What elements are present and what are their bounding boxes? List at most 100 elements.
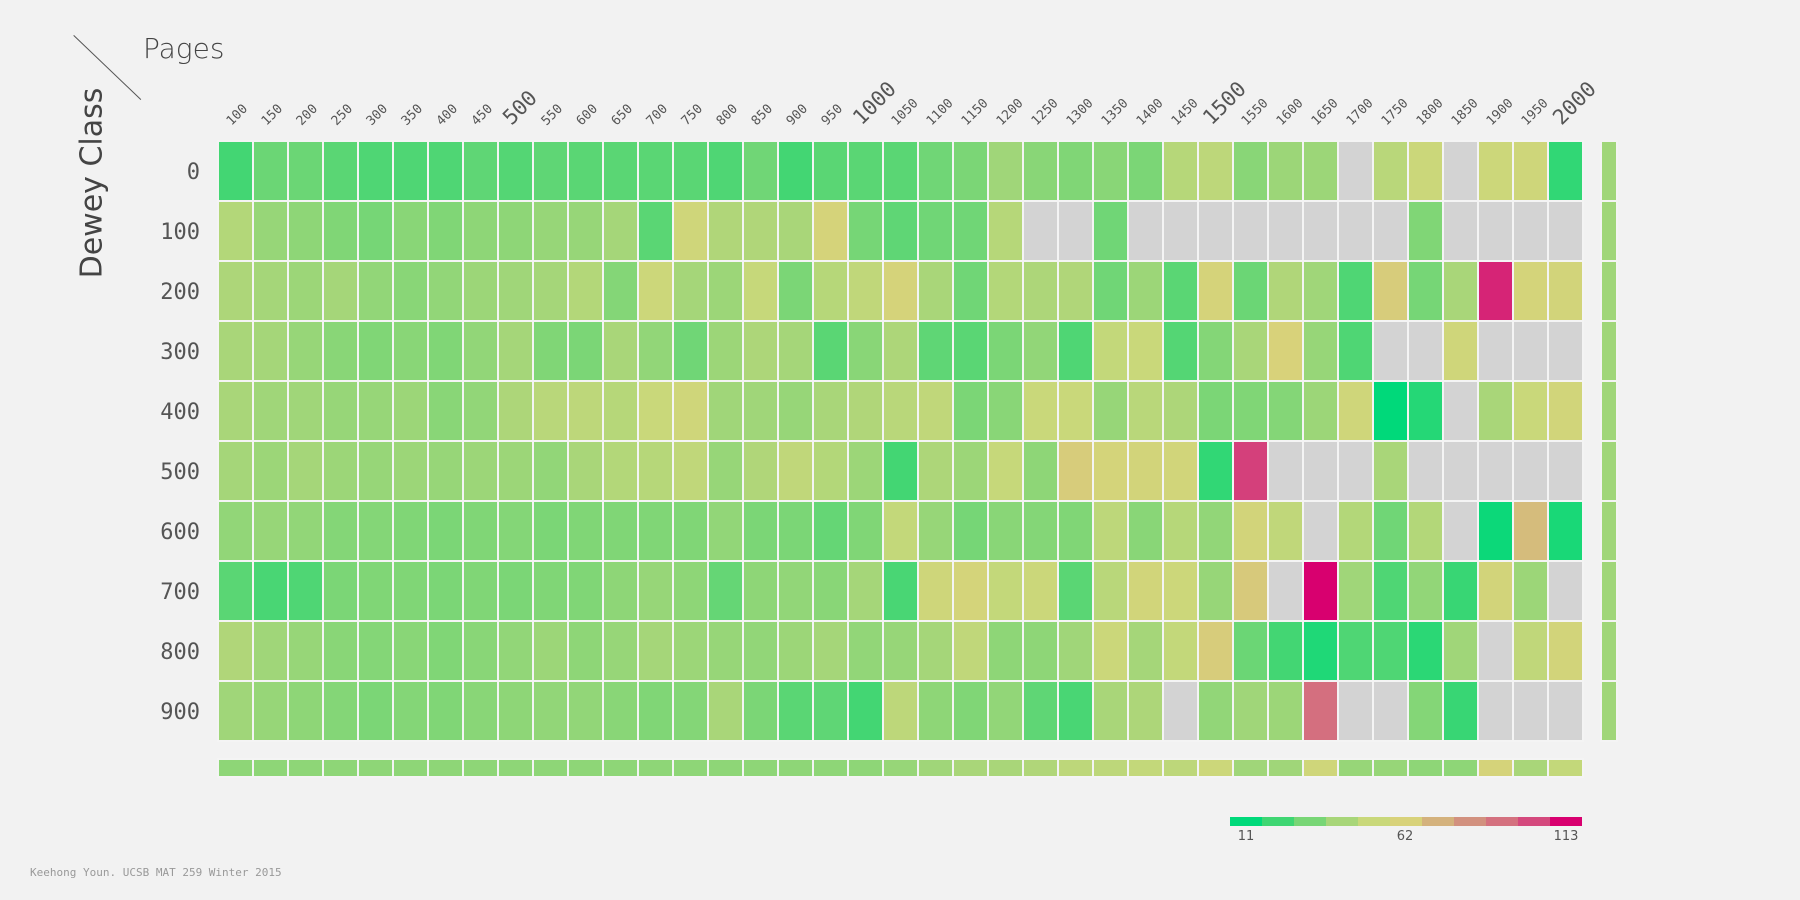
heatmap-cell xyxy=(777,260,814,322)
heatmap-cell xyxy=(1127,680,1164,742)
x-tick-label: 950 xyxy=(819,102,846,129)
heatmap-cell xyxy=(1162,560,1199,622)
heatmap-cell xyxy=(847,620,884,682)
heatmap-cell xyxy=(287,260,324,322)
heatmap-cell xyxy=(392,200,429,262)
heatmap-cell xyxy=(1477,200,1514,262)
y-tick-label: 200 xyxy=(160,280,200,305)
x-tick-label: 1950 xyxy=(1519,96,1552,129)
heatmap-cell xyxy=(567,320,604,382)
heatmap-cell xyxy=(497,140,534,202)
column-summary-cell xyxy=(532,758,569,778)
heatmap-cell xyxy=(777,560,814,622)
heatmap-cell xyxy=(462,680,499,742)
heatmap-cell xyxy=(742,560,779,622)
heatmap-cell xyxy=(322,440,359,502)
heatmap-cell xyxy=(1127,500,1164,562)
heatmap-cell xyxy=(287,320,324,382)
heatmap-cell xyxy=(1337,440,1374,502)
heatmap-cell xyxy=(1092,680,1129,742)
heatmap-cell xyxy=(1057,500,1094,562)
heatmap-cell xyxy=(1477,440,1514,502)
heatmap-cell xyxy=(532,140,569,202)
heatmap-cell xyxy=(427,320,464,382)
x-tick-label: 750 xyxy=(679,102,706,129)
heatmap-cell xyxy=(287,200,324,262)
x-tick-label: 1450 xyxy=(1169,96,1202,129)
heatmap-cell xyxy=(1477,380,1514,442)
heatmap-cell xyxy=(637,260,674,322)
heatmap-cell xyxy=(532,440,569,502)
heatmap-cell xyxy=(1022,320,1059,382)
heatmap-cell xyxy=(1267,260,1304,322)
heatmap-cell xyxy=(252,680,289,742)
heatmap-cell xyxy=(602,440,639,502)
heatmap-cell xyxy=(742,500,779,562)
heatmap-cell xyxy=(777,320,814,382)
column-summary-cell xyxy=(427,758,464,778)
heatmap-cell xyxy=(812,620,849,682)
x-tick-label: 1700 xyxy=(1344,96,1377,129)
heatmap-cell xyxy=(1302,260,1339,322)
heatmap-cell xyxy=(1477,260,1514,322)
heatmap-cell xyxy=(497,380,534,442)
heatmap-cell xyxy=(1267,680,1304,742)
heatmap-cell xyxy=(1512,200,1549,262)
heatmap-cell xyxy=(392,380,429,442)
column-summary-cell xyxy=(637,758,674,778)
column-summary-cell xyxy=(882,758,919,778)
heatmap-cell xyxy=(322,500,359,562)
heatmap-cell xyxy=(1022,200,1059,262)
heatmap-cell xyxy=(1267,560,1304,622)
heatmap-cell xyxy=(847,140,884,202)
x-tick-label: 450 xyxy=(469,102,496,129)
column-summary-cell xyxy=(672,758,709,778)
legend-color-swatch xyxy=(1390,817,1422,826)
column-summary-cell xyxy=(602,758,639,778)
x-tick-label: 1150 xyxy=(959,96,992,129)
column-summary-cell xyxy=(217,758,254,778)
heatmap-cell xyxy=(882,440,919,502)
heatmap-cell xyxy=(1162,620,1199,682)
heatmap-cell xyxy=(812,680,849,742)
heatmap-cell xyxy=(777,620,814,682)
heatmap-cell xyxy=(497,260,534,322)
column-summary-cell xyxy=(1057,758,1094,778)
column-summary-cell xyxy=(1477,758,1514,778)
heatmap-cell xyxy=(1302,380,1339,442)
heatmap-cell xyxy=(777,200,814,262)
y-tick-label: 100 xyxy=(160,220,200,245)
heatmap-cell xyxy=(1512,500,1549,562)
heatmap-cell xyxy=(1302,500,1339,562)
heatmap-cell xyxy=(742,380,779,442)
heatmap-cell xyxy=(1337,140,1374,202)
heatmap-cell xyxy=(1162,260,1199,322)
heatmap-cell xyxy=(322,140,359,202)
heatmap-cell xyxy=(707,140,744,202)
heatmap-cell xyxy=(287,560,324,622)
heatmap-cell xyxy=(1477,620,1514,682)
heatmap-cell xyxy=(287,440,324,502)
heatmap-cell xyxy=(882,500,919,562)
x-tick-label: 900 xyxy=(784,102,811,129)
heatmap-cell xyxy=(1232,680,1269,742)
x-tick-label: 1650 xyxy=(1309,96,1342,129)
x-tick-label: 1600 xyxy=(1274,96,1307,129)
heatmap-cell xyxy=(427,440,464,502)
column-summary-cell xyxy=(1197,758,1234,778)
heatmap-cell xyxy=(917,140,954,202)
heatmap-cell xyxy=(1302,560,1339,622)
heatmap-cell xyxy=(777,500,814,562)
legend-color-swatch xyxy=(1454,817,1486,826)
row-summary-cell xyxy=(1600,140,1618,202)
heatmap-cell xyxy=(1092,560,1129,622)
heatmap-cell xyxy=(602,560,639,622)
heatmap-cell xyxy=(1127,440,1164,502)
heatmap-cell xyxy=(917,260,954,322)
heatmap-cell xyxy=(707,320,744,382)
heatmap-cell xyxy=(672,680,709,742)
heatmap-cell xyxy=(917,680,954,742)
heatmap-cell xyxy=(357,440,394,502)
heatmap-cell xyxy=(1127,140,1164,202)
heatmap-cell xyxy=(1162,440,1199,502)
